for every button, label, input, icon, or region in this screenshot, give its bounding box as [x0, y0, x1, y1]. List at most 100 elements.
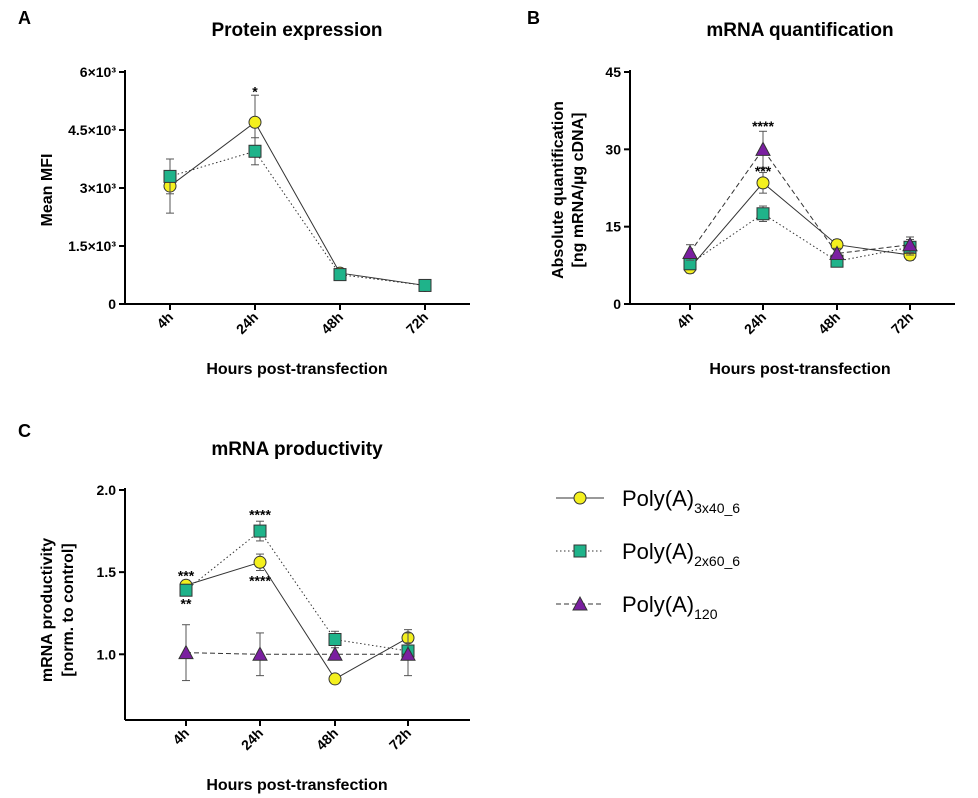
data-point-square — [756, 207, 770, 221]
legend-item: Poly(A)2x60_6 — [556, 539, 740, 569]
data-point-square — [163, 169, 177, 183]
data-point-triangle — [682, 244, 698, 259]
chart-title: Protein expression — [211, 20, 382, 41]
y-tick-label: 0 — [108, 296, 116, 312]
significance-label: ** — [181, 595, 192, 611]
panel-letter: B — [527, 8, 540, 28]
series-line — [689, 148, 911, 255]
x-tick-label: 4h — [673, 309, 696, 332]
series-square — [179, 520, 415, 660]
significance-label: **** — [249, 572, 271, 588]
series-circle — [683, 172, 917, 275]
x-tick-label: 24h — [233, 309, 261, 337]
x-tick-label: 24h — [238, 725, 266, 753]
data-point-triangle — [902, 236, 918, 252]
data-point-square — [418, 278, 432, 292]
chart-title: mRNA productivity — [211, 439, 383, 460]
x-tick-label: 72h — [888, 309, 916, 337]
data-point-square — [179, 583, 193, 597]
data-point-triangle — [327, 646, 343, 661]
data-point-circle — [756, 176, 770, 190]
x-axis-title: Hours post-transfection — [206, 777, 387, 794]
legend-label-base: Poly(A) — [622, 592, 694, 617]
x-tick-label: 72h — [403, 309, 431, 337]
y-tick-label: 15 — [605, 219, 621, 235]
y-tick-label: 1.5×10³ — [68, 238, 116, 254]
series-circle — [179, 553, 415, 686]
x-tick-label: 48h — [815, 309, 843, 337]
y-tick-label: 4.5×10³ — [68, 122, 116, 138]
panel-letter: C — [18, 421, 31, 441]
legend-label-base: Poly(A) — [622, 539, 694, 564]
x-tick-label: 4h — [169, 725, 192, 748]
data-point-triangle — [252, 646, 268, 661]
y-tick-label: 45 — [605, 64, 621, 80]
data-point-triangle — [829, 245, 845, 260]
series-line — [185, 561, 409, 680]
legend-circle-marker — [573, 491, 587, 505]
y-axis-title: mRNA productivity — [39, 538, 56, 682]
legend-label-base: Poly(A) — [622, 486, 694, 511]
y-tick-label: 0 — [613, 296, 621, 312]
data-point-triangle — [400, 646, 416, 661]
series-line — [169, 150, 426, 286]
legend-label: Poly(A)3x40_6 — [622, 486, 740, 516]
legend-label-subscript: 3x40_6 — [694, 500, 740, 516]
y-tick-label: 30 — [605, 141, 621, 157]
x-tick-label: 48h — [313, 725, 341, 753]
series-line — [169, 121, 426, 286]
x-axis-title: Hours post-transfection — [709, 361, 890, 378]
legend-label: Poly(A)2x60_6 — [622, 539, 740, 569]
x-tick-label: 24h — [741, 309, 769, 337]
significance-label: * — [252, 83, 258, 99]
legend-item: Poly(A)3x40_6 — [556, 486, 740, 516]
y-tick-label: 2.0 — [97, 482, 117, 498]
legend-label-subscript: 120 — [694, 606, 718, 622]
legend-square-marker — [573, 544, 587, 558]
series-line — [185, 652, 408, 655]
significance-label: *** — [755, 163, 772, 179]
series-triangle — [178, 624, 416, 682]
significance-label: **** — [752, 118, 774, 134]
data-point-square — [248, 144, 262, 158]
legend-label-subscript: 2x60_6 — [694, 553, 740, 569]
x-tick-label: 72h — [386, 725, 414, 753]
panel-a: A Protein expression 0 1.5×10³ 3×10³ 4.5×10³ 6… — [18, 8, 470, 378]
x-axis-title: Hours post-transfection — [206, 361, 387, 378]
series-square — [683, 205, 917, 271]
data-point-circle — [253, 555, 267, 569]
data-point-triangle — [178, 644, 194, 660]
y-axis-title: Mean MFI — [39, 154, 56, 227]
data-point-square — [333, 268, 347, 282]
series-triangle — [682, 130, 918, 261]
series-circle — [163, 94, 432, 292]
significance-label: *** — [178, 567, 195, 583]
data-point-square — [253, 524, 267, 538]
chart-title: mRNA quantification — [706, 20, 893, 41]
data-point-circle — [248, 115, 262, 129]
data-point-square — [328, 633, 342, 646]
y-axis-title: Absolute quantification — [550, 101, 567, 279]
series-line — [689, 213, 911, 265]
series-square — [163, 137, 432, 292]
series-line — [185, 530, 409, 652]
x-tick-label: 4h — [153, 309, 176, 332]
y-tick-label: 1.5 — [97, 564, 117, 580]
y-tick-label: 6×10³ — [80, 64, 117, 80]
x-tick-label: 48h — [318, 309, 346, 337]
y-tick-label: 3×10³ — [80, 180, 117, 196]
y-axis-title-line2: [norm. to control] — [60, 543, 77, 676]
y-tick-label: 1.0 — [97, 646, 117, 662]
y-axis-title-line2: [ng mRNA/µg cDNA] — [570, 113, 587, 268]
data-point-circle — [328, 672, 342, 686]
panel-letter: A — [18, 8, 31, 28]
series-line — [689, 182, 911, 269]
significance-label: **** — [249, 507, 271, 523]
legend-triangle-marker — [572, 595, 588, 611]
data-point-triangle — [755, 141, 771, 156]
legend-item: Poly(A)120 — [556, 592, 718, 622]
